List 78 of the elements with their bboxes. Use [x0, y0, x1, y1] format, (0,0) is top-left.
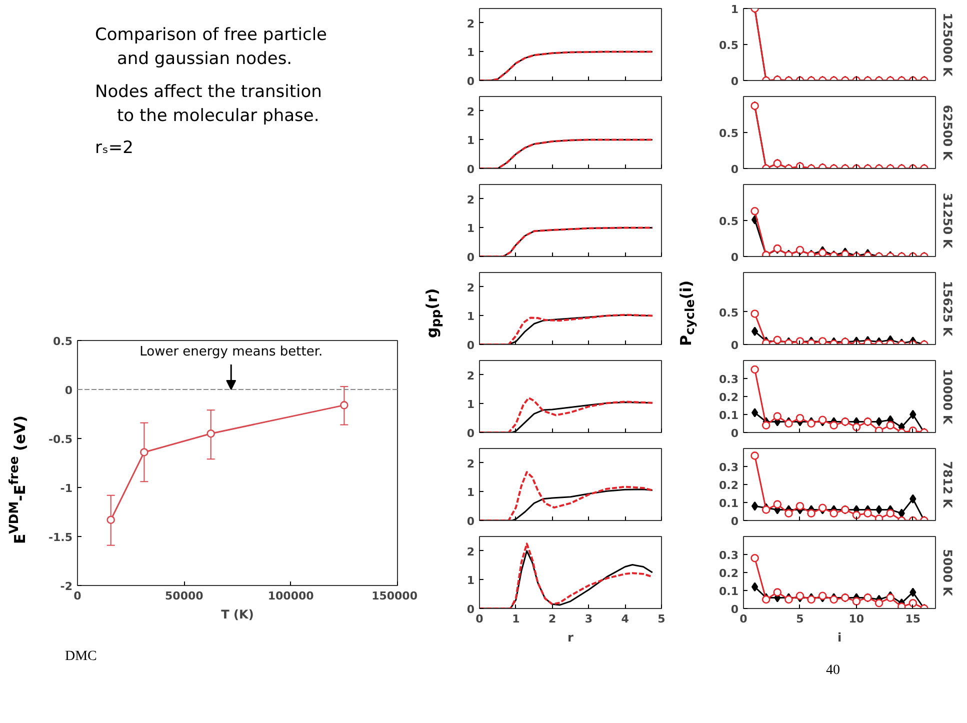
y-tick-label: 0.3 — [719, 549, 739, 562]
y-tick-label: -1.5 — [48, 531, 73, 544]
y-tick-label: 0.1 — [719, 497, 739, 510]
x-axis-title: r — [568, 630, 574, 644]
text: 125000 K — [940, 12, 954, 77]
text: 5000 K — [940, 549, 954, 597]
y-tick-label: 2 — [466, 369, 474, 382]
y-tick-label: 1 — [466, 574, 474, 588]
x-tick-label: 5 — [658, 612, 666, 626]
y-tick-label: 0.5 — [53, 335, 73, 348]
x-axis-title: T (K) — [221, 608, 254, 622]
y-tick-label: -2 — [60, 580, 73, 593]
text: Comparison of free particle and gaussian nodes. — [95, 24, 328, 72]
y-tick-label: 0 — [466, 251, 475, 264]
y-tick-label: 0.3 — [719, 373, 739, 386]
y-tick-label: 0.3 — [719, 461, 739, 474]
x-axis-title: i — [837, 630, 842, 644]
y-tick-label: 0 — [466, 75, 475, 88]
y-tick-label: 2 — [466, 545, 474, 558]
x-tick-label: 10 — [848, 612, 864, 626]
y-tick-label: 0.5 — [719, 215, 739, 228]
text: 40 — [826, 662, 840, 680]
y-tick-label: 1 — [466, 134, 474, 148]
y-tick-label: 0.5 — [719, 306, 739, 320]
text: 7812 K — [940, 461, 954, 509]
x-tick-label: 0 — [740, 612, 748, 626]
annotation: Lower energy means better. — [140, 344, 323, 360]
text: 10000 K — [940, 368, 954, 425]
text: 15625 K — [940, 280, 954, 337]
y-tick-label: 1 — [466, 46, 474, 60]
text: Nodes affect the transition to the molecular phase. — [95, 80, 323, 128]
text: rₛ=2 — [95, 137, 134, 160]
x-tick-label: 50000 — [165, 590, 204, 602]
y-tick-label: 0 — [730, 75, 739, 88]
x-tick-label: 4 — [621, 612, 630, 626]
y-tick-label: -1 — [60, 482, 73, 495]
y-tick-label: 0 — [730, 515, 739, 528]
y-tick-label: 0 — [466, 163, 475, 176]
x-tick-label: 5 — [796, 612, 804, 626]
y-tick-label: 0.5 — [719, 39, 739, 52]
y-tick-label: 1 — [466, 486, 474, 500]
text: 31250 K — [940, 192, 954, 249]
y-tick-label: 2 — [466, 193, 474, 206]
y-tick-label: 1 — [466, 398, 474, 412]
y-tick-label: 0 — [730, 163, 739, 176]
y-tick-label: 0.2 — [719, 567, 739, 580]
text: 62500 K — [940, 104, 954, 161]
y-tick-label: 2 — [466, 281, 474, 294]
y-tick-label: 0 — [730, 339, 739, 352]
y-tick-label: 0 — [730, 251, 739, 264]
y-tick-label: 1 — [730, 3, 738, 16]
y-tick-label: 0 — [730, 427, 739, 440]
y-tick-label: 1 — [466, 222, 474, 236]
x-tick-label: 15 — [905, 612, 921, 626]
x-tick-label: 150000 — [372, 590, 418, 602]
y-tick-label: 1 — [466, 310, 474, 324]
y-tick-label: 0 — [466, 427, 475, 440]
y-tick-label: 0 — [64, 384, 73, 397]
y-tick-label: 2 — [466, 105, 474, 118]
y-tick-label: 0 — [466, 603, 475, 616]
text: DMC — [65, 648, 97, 666]
y-tick-label: 0.2 — [719, 391, 739, 404]
y-tick-label: 0 — [466, 339, 475, 352]
y-tick-label: 2 — [466, 17, 474, 30]
y-tick-label: 2 — [466, 457, 474, 470]
y-tick-label: 0.1 — [719, 585, 739, 598]
y-tick-label: 0.1 — [719, 409, 739, 422]
y-tick-label: 0 — [466, 515, 475, 528]
y-tick-label: 0.5 — [719, 127, 739, 140]
x-tick-label: 2 — [548, 612, 556, 626]
x-tick-label: 0 — [476, 612, 484, 626]
x-tick-label: 3 — [584, 612, 593, 626]
x-tick-label: 1 — [512, 612, 520, 626]
y-tick-label: 0.2 — [719, 479, 739, 492]
x-tick-label: 0 — [74, 590, 82, 602]
y-tick-label: -0.5 — [48, 433, 73, 446]
y-tick-label: 0 — [730, 603, 739, 616]
x-tick-label: 100000 — [268, 590, 314, 602]
